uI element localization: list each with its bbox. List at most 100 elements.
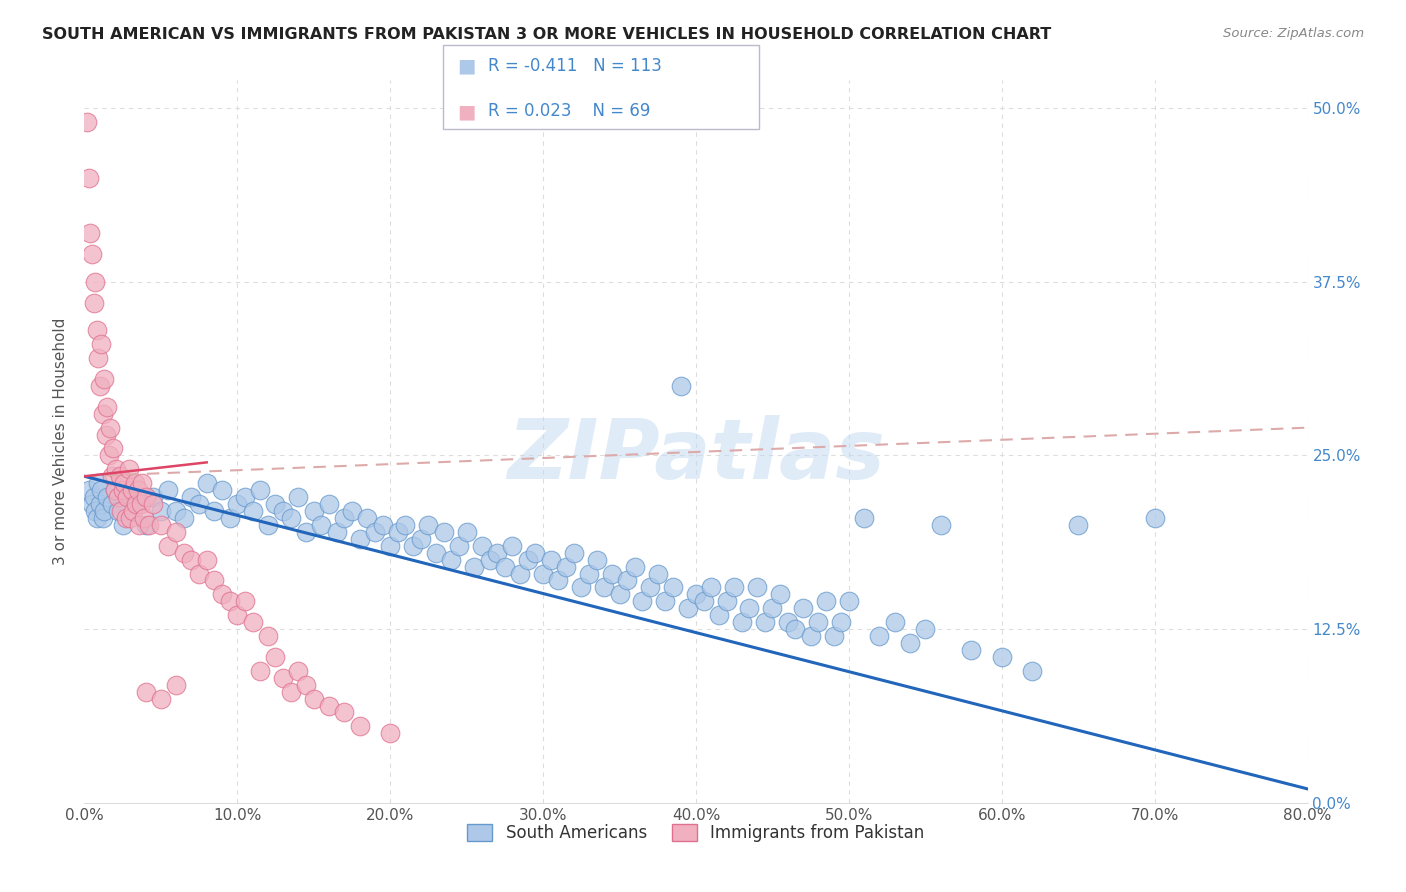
Point [502,539,524,553]
Point [202,504,225,518]
Point [96,400,118,414]
Point [91,511,114,525]
Point [101,497,124,511]
Point [1021,664,1043,678]
Point [425,546,447,560]
Text: SOUTH AMERICAN VS IMMIGRANTS FROM PAKISTAN 3 OR MORE VEHICLES IN HOUSEHOLD CORRE: SOUTH AMERICAN VS IMMIGRANTS FROM PAKIST… [42,27,1052,42]
Point [132,511,155,525]
Point [125,497,148,511]
Point [531,566,554,581]
Point [547,574,569,588]
Point [654,594,676,608]
Point [409,532,432,546]
Point [124,476,146,491]
Point [211,483,233,498]
Point [440,552,463,566]
Point [142,497,165,511]
Legend: South Americans, Immigrants from Pakistan: South Americans, Immigrants from Pakista… [461,817,931,848]
Point [86,511,108,525]
Point [509,566,531,581]
Point [114,511,136,525]
Point [180,552,202,566]
Point [89,379,111,393]
Point [447,539,470,553]
Point [318,698,340,713]
Point [111,483,134,498]
Point [869,629,891,643]
Point [89,497,111,511]
Point [364,524,387,539]
Point [103,442,125,456]
Point [173,546,195,560]
Point [242,504,264,518]
Point [110,504,132,518]
Point [685,587,707,601]
Point [318,497,340,511]
Point [960,643,983,657]
Point [135,517,157,532]
Point [486,546,509,560]
Point [112,476,135,491]
Point [418,517,440,532]
Point [333,706,356,720]
Point [257,629,280,643]
Point [120,490,142,504]
Point [157,539,180,553]
Point [678,601,700,615]
Point [98,420,121,434]
Point [914,622,936,636]
Point [609,587,631,601]
Point [218,594,240,608]
Point [86,323,108,337]
Point [264,649,287,664]
Point [83,490,105,504]
Point [96,490,118,504]
Point [107,504,129,518]
Point [226,608,249,623]
Point [540,552,562,566]
Text: ■: ■ [457,102,475,121]
Point [295,524,318,539]
Point [104,483,127,498]
Point [94,427,117,442]
Point [84,275,107,289]
Point [1143,511,1166,525]
Point [333,511,356,525]
Point [340,504,363,518]
Point [295,678,318,692]
Text: Source: ZipAtlas.com: Source: ZipAtlas.com [1223,27,1364,40]
Text: ZIPatlas: ZIPatlas [508,416,884,497]
Point [578,566,600,581]
Point [380,726,402,740]
Point [127,497,149,511]
Point [180,490,202,504]
Point [111,517,134,532]
Point [173,511,195,525]
Point [127,483,149,498]
Point [616,574,638,588]
Point [287,490,309,504]
Point [776,615,799,630]
Point [883,615,905,630]
Point [349,532,371,546]
Point [77,170,100,185]
Point [257,517,280,532]
Point [638,581,661,595]
Point [569,581,592,595]
Point [280,684,302,698]
Point [77,483,100,498]
Point [93,504,115,518]
Point [271,671,294,685]
Point [562,546,585,560]
Point [271,504,294,518]
Point [165,504,187,518]
Point [723,581,745,595]
Point [264,497,287,511]
Point [120,511,142,525]
Point [302,504,325,518]
Point [692,594,714,608]
Point [90,483,112,498]
Point [792,601,814,615]
Point [287,664,309,678]
Point [761,601,783,615]
